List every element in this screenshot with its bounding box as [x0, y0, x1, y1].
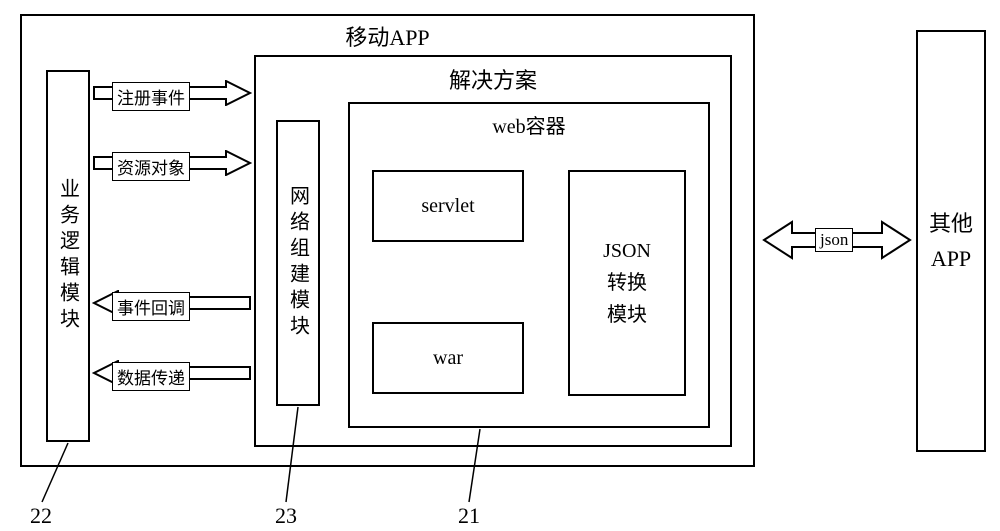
ref-label-23: 23	[275, 503, 297, 529]
ref-label-22: 22	[30, 503, 52, 529]
ref-lines	[0, 0, 1000, 531]
ref-label-21: 21	[458, 503, 480, 529]
